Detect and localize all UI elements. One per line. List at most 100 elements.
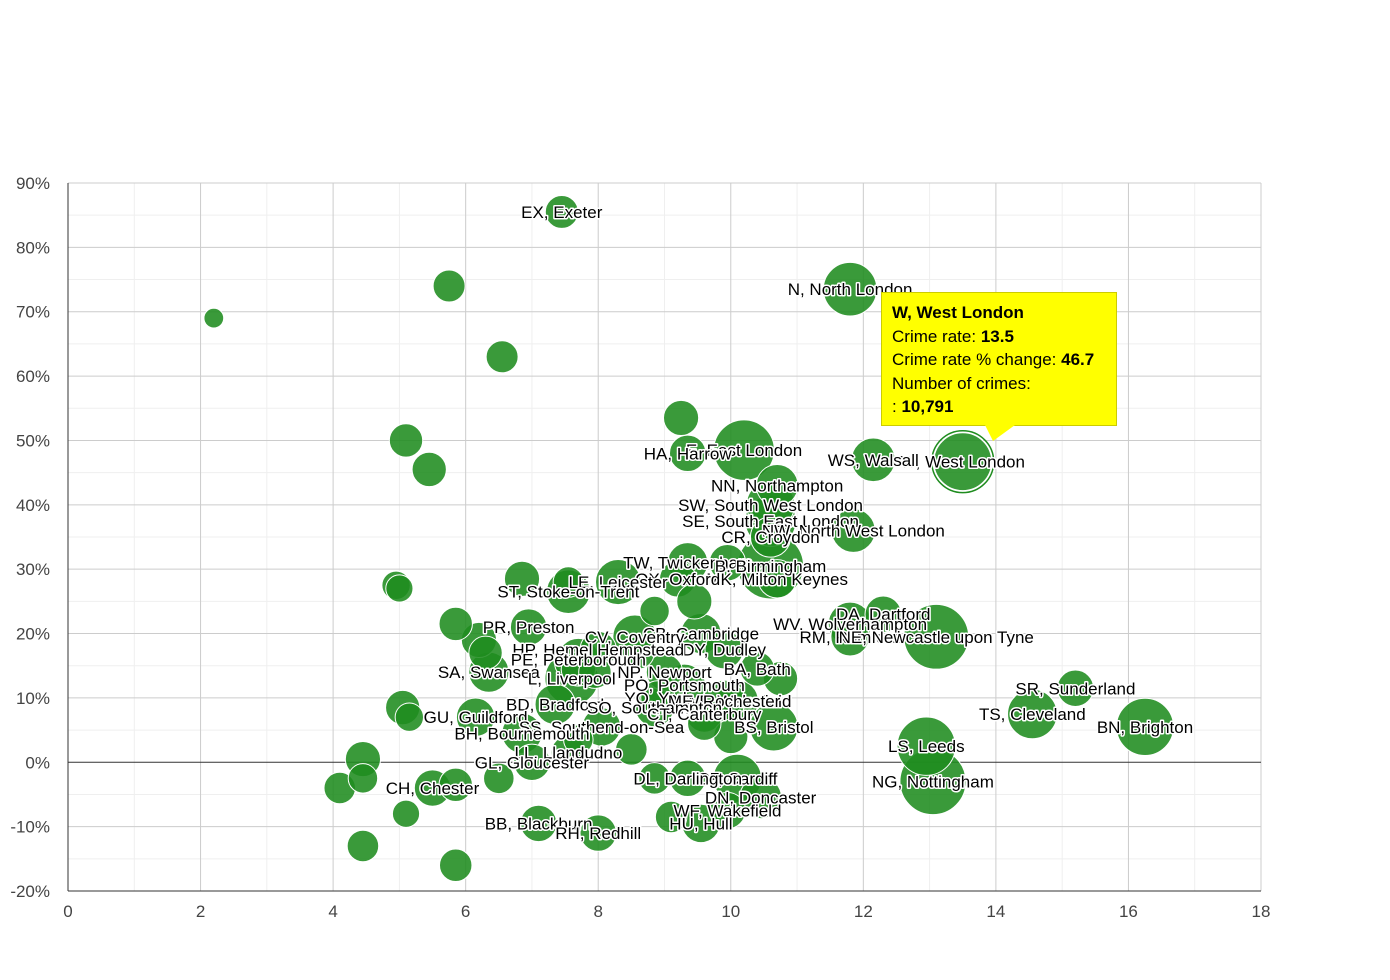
x-tick-label: 10 [721, 902, 740, 921]
y-tick-labels: -20% -10% 0% 10% 20% 30% 40% 50% 60% 70% 80% 90% [10, 174, 50, 901]
tooltip: W, West London Crime rate: 13.5 Crime ra… [881, 292, 1117, 426]
bubble-unlabeled [438, 606, 473, 642]
y-tick-label: 80% [16, 238, 50, 257]
bubble-label: PO, Portsmouth [624, 676, 745, 695]
bubble-label: RM, Romford [800, 628, 901, 647]
bubble [713, 419, 775, 481]
bubble-label: SW, South West London [678, 496, 863, 515]
bubble [830, 617, 870, 657]
bubble [519, 804, 558, 843]
x-tick-label: 4 [328, 902, 337, 921]
bubble [1007, 688, 1058, 740]
bubble [757, 559, 797, 599]
tooltip-title: W, West London [892, 303, 1024, 322]
bubble [579, 814, 617, 852]
bubble-label: RH, Redhill [555, 824, 641, 843]
bubble-label: BH, Bournemouth [454, 724, 589, 743]
tooltip-rate-value: 13.5 [980, 326, 1014, 346]
bubble [933, 432, 993, 492]
bubble [509, 608, 548, 646]
bubble-unlabeled [347, 763, 379, 794]
bubble-label: DY, Dudley [682, 641, 766, 660]
bubble-unlabeled [432, 269, 466, 303]
bubble-label: EX, Exeter [521, 203, 603, 222]
bubble-label: ST, Stoke-on-Trent [497, 583, 639, 602]
bubble-label: CT, Canterbury [647, 705, 762, 724]
y-tick-label: 90% [16, 174, 50, 193]
bubble [903, 603, 970, 670]
bubble [1056, 669, 1095, 707]
bubble-label: CV, Coventry [585, 628, 685, 647]
tooltip-arrow [985, 425, 1015, 441]
bubble-unlabeled [438, 848, 473, 882]
bubble [708, 791, 747, 830]
bubble-label: ME, Rochester [668, 692, 781, 711]
bubble [640, 680, 676, 716]
bubble-unlabeled [638, 762, 671, 795]
bubble-label: GL, Gloucester [475, 753, 590, 772]
bubble-unlabeled [485, 340, 519, 374]
bubble-unlabeled [394, 702, 425, 732]
bubble-label: L, Liverpool [528, 670, 616, 689]
y-tick-label: -10% [10, 818, 50, 837]
bubble-unlabeled [621, 636, 655, 670]
y-tick-label: 30% [16, 560, 50, 579]
bubble-unlabeled [552, 566, 585, 598]
bubble-label: NG, Nottingham [872, 773, 994, 792]
bubble-label: NE, Newcastle upon Tyne [839, 628, 1034, 647]
bubble-unlabeled [503, 560, 541, 597]
bubble-label: YO, York [624, 689, 692, 708]
bubble-label: NN, Northampton [711, 477, 843, 496]
bubble-label: CH, Chester [386, 779, 480, 798]
bubble-label: DN, Doncaster [705, 789, 817, 808]
x-tick-label: 2 [196, 902, 205, 921]
tooltip-change-label: Crime rate % change: [892, 350, 1057, 369]
bubble-label: BD, Bradford [506, 695, 604, 714]
bubble-label: LS, Leeds [888, 737, 965, 756]
bubble-label: W, West London [901, 453, 1025, 472]
x-tick-label: 16 [1119, 902, 1138, 921]
bubble-label: DA, Dartford [836, 605, 930, 624]
bubble-label: NW, North West London [762, 522, 945, 541]
bubble-label: PR, Preston [483, 618, 575, 637]
y-tick-label: -20% [10, 882, 50, 901]
x-tick-labels: 0 2 4 6 8 10 12 14 16 18 [63, 902, 1270, 921]
tooltip-count-label: Number of crimes: [892, 373, 1031, 393]
y-tick-label: 20% [16, 625, 50, 644]
bubble [850, 437, 896, 483]
bubble-label: TW, Twickenham [623, 554, 752, 573]
x-tick-label: 14 [986, 902, 1005, 921]
bubble [864, 595, 902, 633]
y-tick-label: 70% [16, 303, 50, 322]
bubble-label: OX, Oxford [635, 570, 720, 589]
bubble-unlabeled [388, 423, 424, 458]
bubble-label: TS, Cleveland [979, 705, 1086, 724]
bubble-unlabeled [654, 800, 688, 834]
bubble-label: GU, Guildford [424, 708, 528, 727]
bubble-label: HA, Harrow [644, 444, 733, 463]
bubble [1115, 697, 1175, 756]
bubble-label: SR, Sunderland [1015, 679, 1135, 698]
bubble [704, 629, 744, 670]
y-tick-label: 50% [16, 431, 50, 450]
bubble [455, 697, 496, 737]
y-tick-label: 10% [16, 689, 50, 708]
bubble-label: PE, Peterborough [511, 650, 646, 669]
bubble-label: SA, Swansea [438, 663, 541, 682]
bubble-unlabeled [639, 595, 670, 627]
bubble [668, 434, 707, 473]
x-tick-label: 8 [593, 902, 602, 921]
bubble [749, 702, 799, 752]
bubble [534, 683, 576, 725]
bubble-unlabeled [563, 724, 594, 755]
bubble [739, 651, 775, 687]
bubble-label: BA, Bath [724, 660, 791, 679]
tooltip-count-prefix: : [892, 397, 897, 416]
bubble-label: SS, Southend-on-Sea [519, 718, 685, 737]
bubble-label: CR, Croydon [721, 528, 819, 547]
bubble-label: BS, Bristol [734, 718, 813, 737]
bubble-label: CB, Cambridge [643, 625, 759, 644]
bubble [755, 464, 799, 507]
bubble-unlabeled [385, 574, 414, 603]
bubble-label: WS, Walsall [828, 451, 919, 470]
